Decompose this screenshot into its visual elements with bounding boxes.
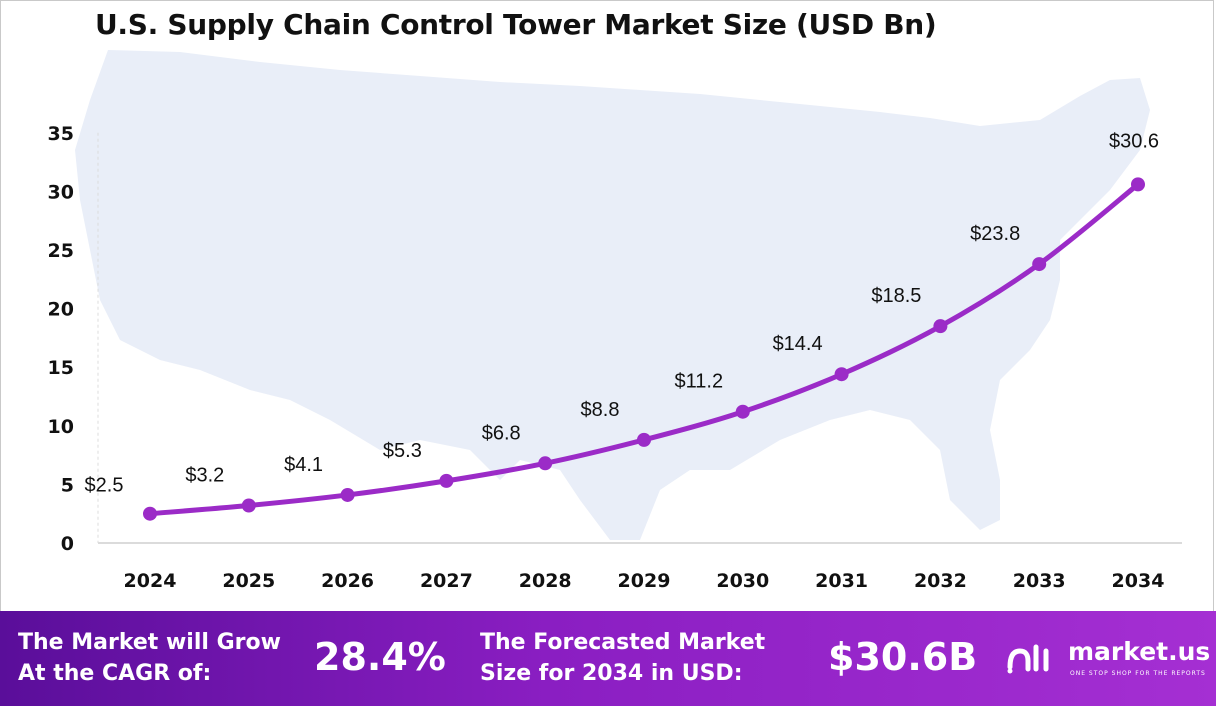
x-tick-label: 2027	[420, 570, 473, 592]
us-map-background	[75, 50, 1150, 540]
y-tick-label: 25	[48, 240, 74, 262]
data-labels: $2.5 $3.2 $4.1 $5.3 $6.8 $8.8 $11.2 $14.4 $18.5 $…	[85, 130, 1160, 496]
x-tick-label: 2029	[618, 570, 671, 592]
data-label: $4.1	[284, 454, 323, 476]
data-point	[1131, 177, 1145, 192]
marketus-logo: market.us ONE STOP SHOP FOR THE REPORTS	[1006, 637, 1210, 683]
data-point	[143, 506, 157, 521]
data-point	[538, 456, 553, 471]
y-tick-label: 35	[48, 123, 74, 145]
x-axis-ticks: 2024 2025 2026 2027 2028 2029 2030 2031 2032 2033…	[124, 570, 1165, 592]
forecast-label-line2: Size for 2034 in USD:	[480, 661, 743, 686]
cagr-label: The Market will Grow At the CAGR of:	[18, 627, 281, 689]
logo-text: market.us	[1068, 637, 1211, 666]
data-points	[143, 177, 1145, 521]
data-point	[340, 487, 355, 502]
x-tick-label: 2033	[1013, 570, 1066, 592]
data-point	[637, 432, 651, 447]
y-axis-ticks: 0 5 10 15 20 25 30 35	[48, 123, 74, 555]
x-tick-label: 2034	[1112, 570, 1165, 592]
forecast-label-line1: The Forecasted Market	[480, 630, 766, 655]
data-label: $3.2	[185, 464, 224, 486]
x-tick-label: 2030	[716, 570, 769, 592]
y-tick-label: 20	[48, 299, 74, 321]
data-point	[834, 367, 849, 382]
cagr-label-line1: The Market will Grow	[18, 630, 281, 655]
x-tick-label: 2031	[815, 570, 868, 592]
x-tick-label: 2025	[222, 570, 275, 592]
x-tick-label: 2032	[914, 570, 967, 592]
data-label: $2.5	[85, 475, 124, 497]
data-label: $11.2	[675, 371, 724, 393]
chart-title: U.S. Supply Chain Control Tower Market S…	[95, 8, 937, 41]
forecast-value: $30.6B	[828, 635, 978, 679]
y-tick-label: 5	[61, 474, 74, 496]
cagr-value: 28.4%	[314, 635, 446, 679]
data-point	[735, 404, 750, 419]
data-label: $8.8	[581, 399, 620, 421]
data-label: $23.8	[970, 223, 1020, 245]
data-point	[439, 473, 454, 488]
forecast-label: The Forecasted Market Size for 2034 in U…	[480, 627, 765, 689]
x-tick-label: 2024	[124, 570, 177, 592]
x-tick-label: 2028	[519, 570, 572, 592]
data-label: $14.4	[773, 333, 823, 355]
y-tick-label: 15	[48, 357, 74, 379]
data-label: $18.5	[871, 285, 921, 307]
data-label: $6.8	[482, 422, 521, 444]
y-tick-label: 30	[48, 181, 74, 203]
x-tick-label: 2026	[321, 570, 374, 592]
marketus-logo-icon	[1007, 644, 1049, 674]
data-point	[933, 319, 948, 334]
y-tick-label: 10	[48, 416, 74, 438]
summary-footer: The Market will Grow At the CAGR of: 28.…	[0, 611, 1216, 706]
data-label: $30.6	[1109, 130, 1159, 152]
series-line	[147, 181, 1141, 517]
y-tick-label: 0	[61, 533, 74, 555]
cagr-label-line2: At the CAGR of:	[18, 661, 212, 686]
data-point	[1032, 257, 1047, 272]
data-label: $5.3	[383, 440, 422, 462]
data-point	[241, 498, 256, 513]
logo-tagline: ONE STOP SHOP FOR THE REPORTS	[1070, 670, 1206, 677]
